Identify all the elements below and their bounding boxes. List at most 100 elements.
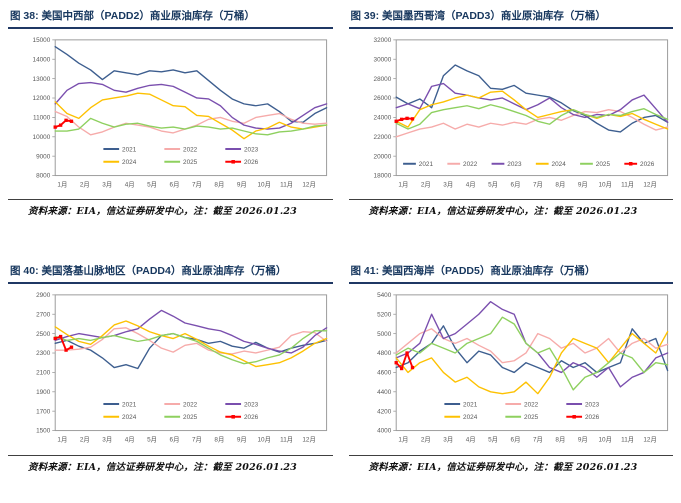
legend-item-2022: 2022 bbox=[446, 161, 478, 168]
y-axis-tick-label: 14000 bbox=[33, 57, 51, 64]
y-axis-tick-label: 2500 bbox=[36, 331, 51, 338]
plot-area bbox=[54, 39, 328, 177]
y-axis-tick-label: 4800 bbox=[377, 351, 392, 358]
x-axis-tick-label: 8月 bbox=[555, 436, 565, 444]
legend-item-2026: 2026 bbox=[225, 414, 259, 421]
x-axis-tick-label: 9月 bbox=[577, 180, 587, 188]
x-axis-tick-label: 10月 bbox=[258, 436, 271, 444]
figure-41: 图 41: 美国西海岸（PADD5）商业原油库存（万桶） 4000 4200 440… bbox=[348, 263, 673, 473]
figure-41-title: 图 41: 美国西海岸（PADD5）商业原油库存（万桶） bbox=[348, 263, 673, 285]
x-axis-tick-label: 7月 bbox=[192, 180, 202, 188]
legend-item-2022: 2022 bbox=[504, 402, 538, 409]
x-axis-tick-label: 4月 bbox=[125, 436, 135, 444]
y-axis-tick-label: 4200 bbox=[377, 409, 392, 416]
legend-item-2024: 2024 bbox=[103, 159, 137, 166]
y-axis-tick-label: 4400 bbox=[377, 389, 392, 396]
x-axis-tick-label: 11月 bbox=[621, 436, 634, 444]
legend-item-2022: 2022 bbox=[164, 146, 198, 153]
legend-item-2025: 2025 bbox=[164, 159, 198, 166]
x-axis-tick-label: 3月 bbox=[102, 180, 112, 188]
series-2026-line bbox=[394, 352, 413, 370]
legend-label: 2022 bbox=[463, 161, 478, 168]
x-axis-tick-label: 9月 bbox=[237, 180, 247, 188]
legend-item-2023: 2023 bbox=[225, 402, 259, 409]
series-2021-line bbox=[395, 325, 668, 374]
y-axis-tick-label: 1500 bbox=[36, 428, 51, 435]
legend-item-2025: 2025 bbox=[579, 161, 610, 168]
series-2026-marker bbox=[64, 348, 68, 353]
x-axis-tick-label: 10月 bbox=[258, 180, 271, 188]
series-2024-line bbox=[395, 331, 668, 395]
series-2026-marker bbox=[394, 119, 398, 124]
series-2026-marker bbox=[64, 118, 68, 123]
series-2025-line bbox=[395, 104, 668, 130]
x-axis-tick-label: 6月 bbox=[170, 436, 180, 444]
figure-38-title: 图 38: 美国中西部（PADD2）商业原油库存（万桶） bbox=[8, 8, 333, 30]
series-2026-marker bbox=[404, 351, 409, 356]
x-axis-tick-label: 8月 bbox=[214, 436, 224, 444]
y-axis-tick-label: 11000 bbox=[33, 115, 51, 122]
x-axis-tick-label: 5月 bbox=[147, 180, 157, 188]
legend-label: 2025 bbox=[183, 159, 198, 166]
x-axis-tick-label: 1月 bbox=[57, 436, 67, 444]
x-axis-tick-label: 6月 bbox=[510, 436, 520, 444]
figure-40-title: 图 40: 美国落基山脉地区（PADD4）商业原油库存（万桶） bbox=[8, 263, 333, 285]
legend-item-2021: 2021 bbox=[402, 161, 433, 168]
y-axis-tick-label: 2700 bbox=[36, 312, 51, 319]
report-figure-grid: 图 38: 美国中西部（PADD2）商业原油库存（万桶） 8000 9000 100… bbox=[8, 8, 673, 473]
legend-item-2024: 2024 bbox=[443, 414, 478, 421]
figure-40: 图 40: 美国落基山脉地区（PADD4）商业原油库存（万桶） 1500 1700… bbox=[8, 263, 333, 473]
y-axis-tick-label: 26000 bbox=[373, 95, 391, 102]
x-axis-tick-label: 9月 bbox=[237, 436, 247, 444]
x-axis-tick-label: 12月 bbox=[643, 436, 656, 444]
y-axis-tick-label: 2900 bbox=[36, 292, 51, 299]
y-axis-tick-label: 13000 bbox=[33, 76, 51, 83]
legend-item-2021: 2021 bbox=[443, 402, 477, 409]
series-2026-marker bbox=[399, 367, 403, 371]
figure-39: 图 39: 美国墨西哥湾（PADD3）商业原油库存（万桶） 18000 20000… bbox=[348, 8, 673, 217]
legend-label: 2024 bbox=[122, 159, 137, 166]
series-2026-line bbox=[394, 117, 413, 123]
y-axis-tick-label: 4600 bbox=[377, 370, 392, 377]
series-2026-marker bbox=[58, 335, 63, 339]
legend-label: 2024 bbox=[122, 414, 137, 421]
y-axis-tick-label: 4000 bbox=[377, 428, 392, 435]
series-2026-line bbox=[54, 336, 73, 352]
series-2026-marker bbox=[53, 125, 57, 129]
figure-41-line-chart: 4000 4200 4400 4600 4800 5000 5200 5400 1月 2月 3月 4月… bbox=[377, 292, 668, 444]
series-2025-line bbox=[54, 330, 328, 365]
x-axis-tick-label: 12月 bbox=[643, 180, 656, 188]
x-axis-tick-label: 7月 bbox=[532, 180, 542, 188]
legend-label: 2026 bbox=[244, 414, 259, 421]
figure-38-line-chart: 8000 9000 10000 11000 12000 13000 14000 15000 1月… bbox=[33, 37, 328, 188]
series-2026-marker bbox=[404, 116, 409, 121]
x-axis-tick-label: 3月 bbox=[102, 436, 112, 444]
legend-item-2025: 2025 bbox=[504, 414, 538, 421]
x-axis-tick-label: 11月 bbox=[621, 180, 634, 188]
series-2023-line bbox=[54, 81, 328, 130]
figure-38: 图 38: 美国中西部（PADD2）商业原油库存（万桶） 8000 9000 100… bbox=[8, 8, 333, 217]
series-2021-line bbox=[54, 46, 328, 124]
legend-label: 2024 bbox=[463, 414, 478, 421]
legend-label: 2022 bbox=[183, 146, 198, 153]
x-axis-tick-label: 6月 bbox=[510, 180, 520, 188]
series-2023-line bbox=[395, 82, 668, 124]
x-axis-tick-label: 2月 bbox=[420, 436, 430, 444]
legend-label: 2023 bbox=[244, 146, 259, 153]
y-axis-tick-label: 20000 bbox=[373, 153, 391, 160]
y-axis-tick-label: 2300 bbox=[36, 351, 51, 358]
y-axis-tick-label: 5000 bbox=[377, 331, 392, 338]
y-axis-tick-label: 5400 bbox=[377, 292, 392, 299]
y-axis-tick-label: 10000 bbox=[33, 134, 51, 141]
legend-label: 2021 bbox=[418, 161, 433, 168]
x-axis-tick-label: 7月 bbox=[532, 436, 542, 444]
y-axis-tick-label: 8000 bbox=[36, 173, 51, 180]
y-axis-tick-label: 22000 bbox=[373, 134, 391, 141]
series-2024-line bbox=[54, 92, 328, 140]
legend-item-2023: 2023 bbox=[491, 161, 521, 168]
figure-39-title: 图 39: 美国墨西哥湾（PADD3）商业原油库存（万桶） bbox=[348, 8, 673, 30]
legend-label: 2023 bbox=[507, 161, 522, 168]
legend-item-2026: 2026 bbox=[225, 159, 259, 166]
x-axis-tick-label: 1月 bbox=[57, 180, 67, 188]
y-axis-tick-label: 12000 bbox=[33, 95, 51, 102]
